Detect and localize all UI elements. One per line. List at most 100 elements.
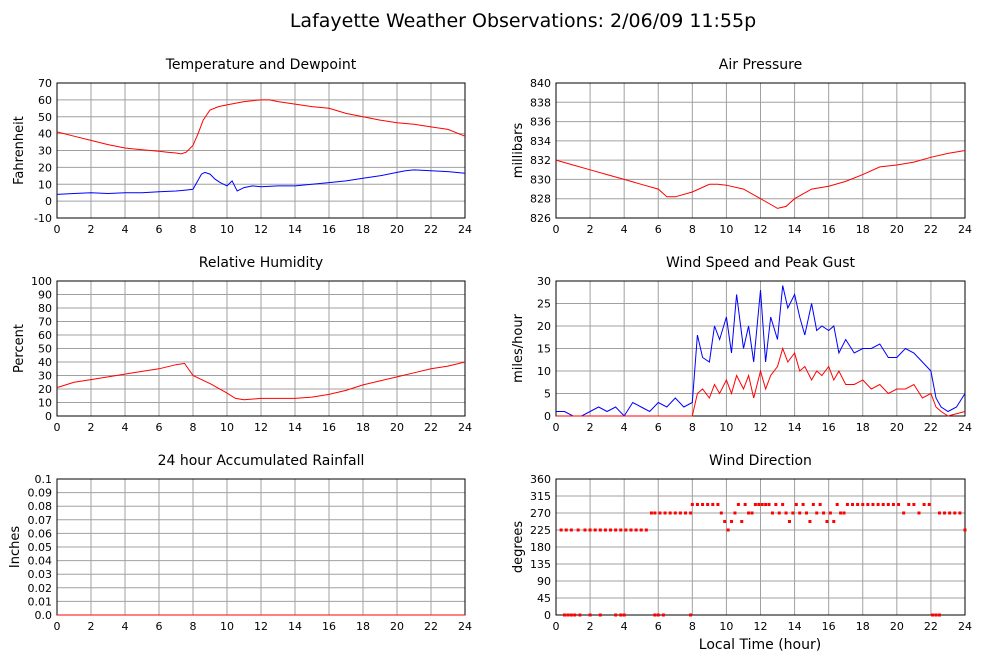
data-point <box>634 528 638 532</box>
plot-frame <box>555 280 966 417</box>
y-tick-label: 0.08 <box>28 500 53 513</box>
data-point <box>598 613 602 617</box>
data-point <box>719 511 723 515</box>
data-point <box>689 613 693 617</box>
data-point <box>747 511 751 515</box>
x-tick-label: 14 <box>788 223 802 236</box>
data-point <box>832 520 836 523</box>
x-tick-label: 14 <box>288 620 302 633</box>
data-point <box>760 503 764 506</box>
y-tick-label: 70 <box>38 77 52 90</box>
chart-title: Air Pressure <box>719 57 802 73</box>
y-tick-label: 40 <box>38 128 52 141</box>
data-point <box>937 613 941 617</box>
data-point <box>684 511 688 515</box>
data-point <box>818 503 822 506</box>
data-point <box>835 503 839 506</box>
x-tick-label: 16 <box>822 223 836 236</box>
data-point <box>774 503 778 506</box>
x-tick-label: 22 <box>424 620 438 633</box>
y-tick-label: 0.05 <box>28 541 53 554</box>
y-tick-label: 10 <box>537 365 551 378</box>
x-tick-label: 22 <box>424 223 438 236</box>
data-point <box>622 613 626 617</box>
data-point <box>931 613 935 617</box>
y-tick-label: 832 <box>530 154 551 167</box>
y-tick-label: 0.03 <box>28 568 53 581</box>
x-tick-label: 4 <box>122 421 129 434</box>
x-tick-label: 14 <box>288 421 302 434</box>
data-point <box>770 511 774 515</box>
x-tick-label: 0 <box>553 421 560 434</box>
y-axis-label: Fahrenheit <box>12 116 27 185</box>
data-point <box>639 528 643 532</box>
data-point <box>624 528 628 532</box>
data-point <box>563 613 567 617</box>
y-tick-label: 840 <box>530 77 551 90</box>
x-tick-label: 8 <box>190 620 197 633</box>
y-tick-label: 0.1 <box>35 473 53 486</box>
x-tick-label: 8 <box>190 223 197 236</box>
data-point <box>891 503 895 506</box>
page-title: Lafayette Weather Observations: 2/06/09 … <box>290 10 756 32</box>
data-point <box>828 511 832 515</box>
data-point <box>593 528 597 532</box>
data-point <box>777 511 781 515</box>
series-line-0 <box>556 285 966 417</box>
data-point <box>886 503 890 506</box>
data-point <box>629 528 633 532</box>
data-point <box>740 520 744 523</box>
data-point <box>743 503 747 506</box>
x-tick-label: 6 <box>655 421 662 434</box>
series-line-0 <box>555 150 966 209</box>
x-tick-label: 2 <box>587 223 594 236</box>
data-point <box>578 613 582 617</box>
y-tick-label: 40 <box>38 356 52 369</box>
x-tick-label: 4 <box>621 223 628 236</box>
y-tick-label: 826 <box>530 212 551 225</box>
data-point <box>791 511 795 515</box>
x-tick-label: 2 <box>587 421 594 434</box>
y-tick-label: 30 <box>537 275 551 288</box>
data-point <box>781 503 785 506</box>
data-point <box>619 613 623 617</box>
x-tick-label: 18 <box>356 421 370 434</box>
data-point <box>808 520 812 523</box>
x-tick-label: 12 <box>754 421 768 434</box>
y-tick-label: 90 <box>38 289 52 302</box>
data-point <box>644 528 648 532</box>
y-tick-label: 180 <box>530 541 551 554</box>
y-tick-label: 838 <box>530 96 551 109</box>
y-axis-label: degrees <box>511 521 526 574</box>
chart-title: Wind Direction <box>709 453 812 469</box>
x-tick-label: 16 <box>822 620 836 633</box>
y-axis-label: Percent <box>12 324 27 373</box>
x-tick-label: 12 <box>254 620 268 633</box>
y-tick-label: 10 <box>38 397 52 410</box>
data-point <box>764 503 768 506</box>
y-tick-label: 0 <box>544 410 551 423</box>
x-tick-label: 18 <box>856 620 870 633</box>
data-point <box>598 528 602 532</box>
y-tick-label: 30 <box>38 370 52 383</box>
y-tick-label: 0.09 <box>28 487 53 500</box>
data-point <box>801 503 805 506</box>
x-tick-label: 16 <box>322 223 336 236</box>
data-point <box>564 528 568 532</box>
x-tick-label: 12 <box>254 223 268 236</box>
x-tick-label: 18 <box>856 421 870 434</box>
y-tick-label: 0.04 <box>28 555 53 568</box>
x-tick-label: 16 <box>322 620 336 633</box>
data-point <box>689 511 693 515</box>
y-axis-label: miles/hour <box>511 313 526 382</box>
data-point <box>678 511 682 515</box>
x-tick-label: 2 <box>88 620 95 633</box>
data-point <box>701 503 705 506</box>
x-tick-label: 10 <box>220 421 234 434</box>
y-axis-label: millibars <box>511 123 526 179</box>
y-tick-label: 0 <box>45 410 52 423</box>
chart-title: Wind Speed and Peak Gust <box>666 255 855 271</box>
